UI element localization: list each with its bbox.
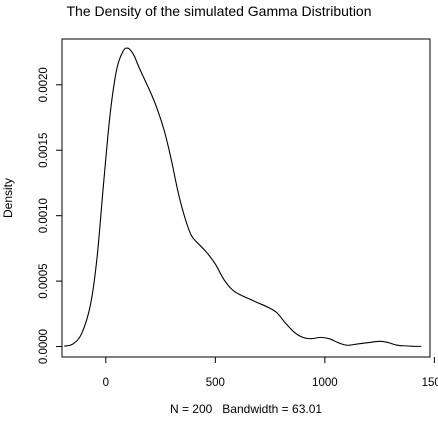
y-tick-label: 0.0005 (38, 264, 50, 299)
y-tick-label: 0.0020 (38, 67, 50, 102)
x-tick-label: 500 (206, 377, 225, 389)
density-curve (64, 47, 422, 347)
y-axis-label: Density (1, 178, 15, 218)
x-axis-label: N = 200 Bandwidth = 63.01 (170, 402, 322, 416)
y-tick-label: 0.0015 (38, 133, 50, 168)
y-tick-label: 0.0010 (38, 198, 50, 233)
x-tick-label: 0 (103, 377, 109, 389)
chart-title: The Density of the simulated Gamma Distr… (66, 3, 371, 19)
x-tick-label: 1000 (312, 377, 338, 389)
y-axis: 0.0000 0.0005 0.0010 0.0015 0.0020 (38, 67, 62, 364)
y-tick-label: 0.0000 (38, 329, 50, 364)
plot-frame (61, 38, 431, 358)
